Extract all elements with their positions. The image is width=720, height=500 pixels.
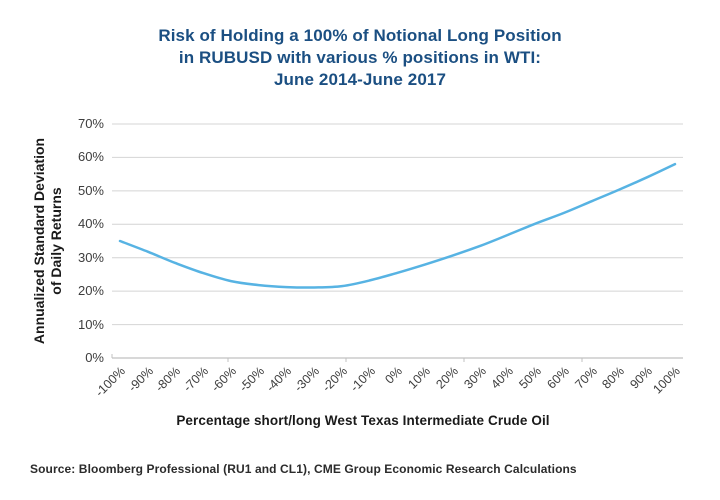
- y-tick-label: 70%: [77, 116, 104, 131]
- chart-title-line-2: in RUBUSD with various % positions in WT…: [178, 48, 542, 67]
- risk-curve: [118, 162, 677, 289]
- y-tick-label: 50%: [77, 182, 104, 198]
- y-tick-label: 10%: [77, 316, 104, 332]
- y-tick-label: 30%: [77, 249, 104, 265]
- y-tick-label: 40%: [77, 216, 104, 232]
- y-tick-label: 60%: [77, 149, 104, 165]
- y-axis-title-line-2: of Daily Returns: [48, 187, 64, 295]
- chart-title-line-3: June 2014-June 2017: [274, 70, 446, 89]
- y-tick-label: 20%: [77, 283, 104, 299]
- x-axis-title: Percentage short/long West Texas Interme…: [176, 413, 550, 428]
- y-tick-label: 0%: [85, 350, 104, 365]
- chart-title: Risk of Holding a 100% of Notional Long …: [0, 25, 720, 91]
- y-axis-title-line-1: Annualized Standard Deviation: [31, 137, 47, 345]
- source-note: Source: Bloomberg Professional (RU1 and …: [30, 462, 577, 476]
- chart-title-line-1: Risk of Holding a 100% of Notional Long …: [158, 26, 562, 45]
- y-axis-title: Annualized Standard Deviation of Daily R…: [31, 71, 65, 411]
